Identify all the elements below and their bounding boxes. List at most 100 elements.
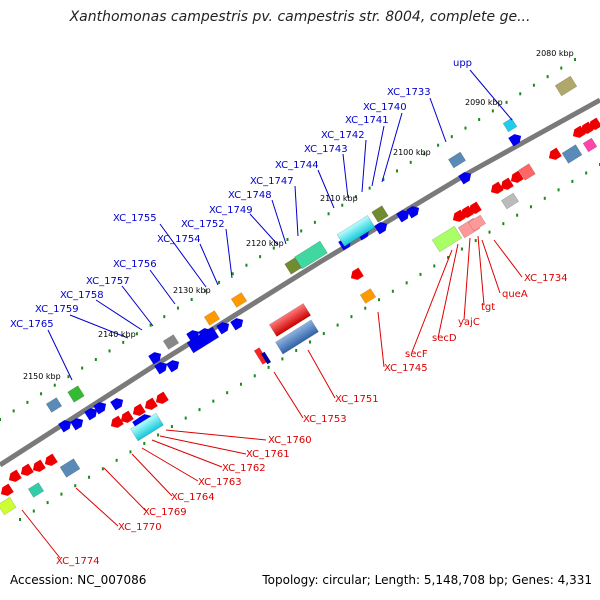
gene-block-cyan-body [502, 117, 518, 133]
scale-dot [543, 196, 546, 200]
scale-dot [281, 357, 284, 361]
gene-block-orange [203, 310, 221, 326]
scale-track-dots [0, 58, 600, 521]
leader-line [21, 509, 61, 559]
scale-dot [336, 323, 339, 327]
reverse-gene-arrow [510, 170, 524, 183]
gene-block-orange-body [203, 310, 221, 326]
scale-dot [382, 178, 385, 181]
reverse-gene-arrow [468, 201, 482, 214]
leader-line [371, 125, 385, 187]
gene-label-plus[interactable]: upp [453, 58, 472, 69]
gene-label-plus[interactable]: XC_1755 [113, 213, 157, 224]
scale-dot [488, 230, 491, 234]
gene-label-minus[interactable]: yajC [458, 317, 480, 328]
leader-line [317, 169, 335, 209]
reverse-gene-arrow [452, 209, 466, 222]
gene-label-minus[interactable]: XC_1734 [524, 273, 568, 284]
gene-block-blue-body [275, 319, 319, 355]
dna-backbone [0, 97, 600, 468]
gene-label-plus[interactable]: XC_1757 [86, 276, 130, 287]
gene-label-minus[interactable]: XC_1751 [335, 394, 379, 405]
gene-block-salmon-body [468, 214, 486, 232]
scale-dot [419, 272, 422, 276]
forward-gene-arrow [406, 206, 420, 219]
scale-dot [88, 475, 91, 479]
gene-label-plus[interactable]: XC_1733 [387, 87, 431, 98]
gene-label-minus[interactable]: XC_1761 [246, 449, 290, 460]
reverse-gene-arrow [144, 397, 158, 410]
leader-line [131, 453, 173, 497]
leader-line [95, 299, 143, 331]
scale-dot [322, 332, 325, 336]
gene-label-minus[interactable]: queA [502, 289, 528, 300]
gene-label-plus[interactable]: XC_1765 [10, 319, 54, 330]
gene-label-minus[interactable]: secD [432, 333, 457, 344]
gene-label-plus[interactable]: XC_1756 [113, 259, 157, 270]
leader-line [75, 487, 119, 527]
scale-dot [184, 416, 187, 420]
gene-block-steel-body [45, 397, 63, 413]
leader-line [271, 199, 287, 245]
gene-label-minus[interactable]: XC_1763 [198, 477, 242, 488]
scale-dot [267, 365, 270, 369]
reverse-gene-arrow [132, 403, 146, 416]
gene-block-cyan [130, 412, 164, 442]
scale-dot [546, 75, 549, 79]
scale-dot [519, 92, 522, 96]
scale-dot [198, 408, 201, 412]
leader-line [69, 314, 129, 339]
gene-block-green [67, 385, 85, 403]
kbp-tick: 2110 kbp [320, 194, 358, 203]
gene-block-orange [230, 292, 248, 308]
scale-dot [81, 366, 84, 370]
gene-label-plus[interactable]: XC_1747 [250, 176, 294, 187]
gene-label-minus[interactable]: XC_1762 [222, 463, 266, 474]
gene-label-minus[interactable]: XC_1760 [268, 435, 312, 446]
scale-dot [226, 391, 229, 395]
gene-label-minus[interactable]: tgt [481, 302, 495, 313]
gene-block-lime [431, 225, 463, 253]
gene-label-minus[interactable]: XC_1770 [118, 522, 162, 533]
gene-label-plus[interactable]: XC_1741 [345, 115, 389, 126]
gene-label-minus[interactable]: XC_1745 [384, 363, 428, 374]
gene-label-plus[interactable]: XC_1749 [209, 205, 253, 216]
map-title: Xanthomonas campestris pv. campestris st… [69, 9, 531, 25]
gene-label-plus[interactable]: XC_1758 [60, 290, 104, 301]
scale-dot [143, 441, 146, 445]
gene-block-grey [162, 334, 180, 350]
gene-label-plus[interactable]: XC_1742 [321, 130, 365, 141]
gene-label-plus[interactable]: XC_1754 [157, 234, 201, 245]
scale-dot [368, 186, 371, 190]
gene-label-plus[interactable]: XC_1759 [35, 304, 79, 315]
gene-block-red-body [268, 303, 312, 337]
gene-label-minus[interactable]: XC_1774 [56, 556, 100, 567]
forward-gene-arrow [216, 322, 230, 335]
scale-dot [478, 118, 481, 121]
gene-label-minus[interactable]: XC_1769 [143, 507, 187, 518]
scale-dot [135, 332, 138, 336]
gene-block-blue-body [186, 326, 220, 354]
gene-label-plus[interactable]: XC_1752 [181, 219, 225, 230]
gene-label-plus[interactable]: XC_1740 [363, 102, 407, 113]
gene-label-plus[interactable]: XC_1744 [275, 160, 319, 171]
gene-label-plus[interactable]: XC_1748 [228, 190, 272, 201]
gene-block-steel-body [448, 151, 466, 169]
gene-block-grey [501, 192, 519, 210]
gene-label-plus[interactable]: XC_1743 [304, 144, 348, 155]
gene-block-orange-body [359, 288, 377, 304]
gene-label-minus[interactable]: XC_1764 [171, 492, 215, 503]
forward-gene-arrow [154, 362, 168, 375]
gene-label-minus[interactable]: secF [405, 349, 428, 360]
gene-label-minus[interactable]: XC_1753 [303, 414, 347, 425]
scale-dot [505, 100, 508, 104]
scale-dot [212, 399, 215, 403]
leader-line [249, 213, 279, 246]
scale-dot [74, 484, 77, 488]
reverse-gene-arrow [548, 147, 562, 160]
scale-dot [341, 203, 344, 207]
leader-lines [21, 69, 523, 559]
gene-block-green-body [67, 385, 85, 403]
leader-line [477, 235, 485, 306]
